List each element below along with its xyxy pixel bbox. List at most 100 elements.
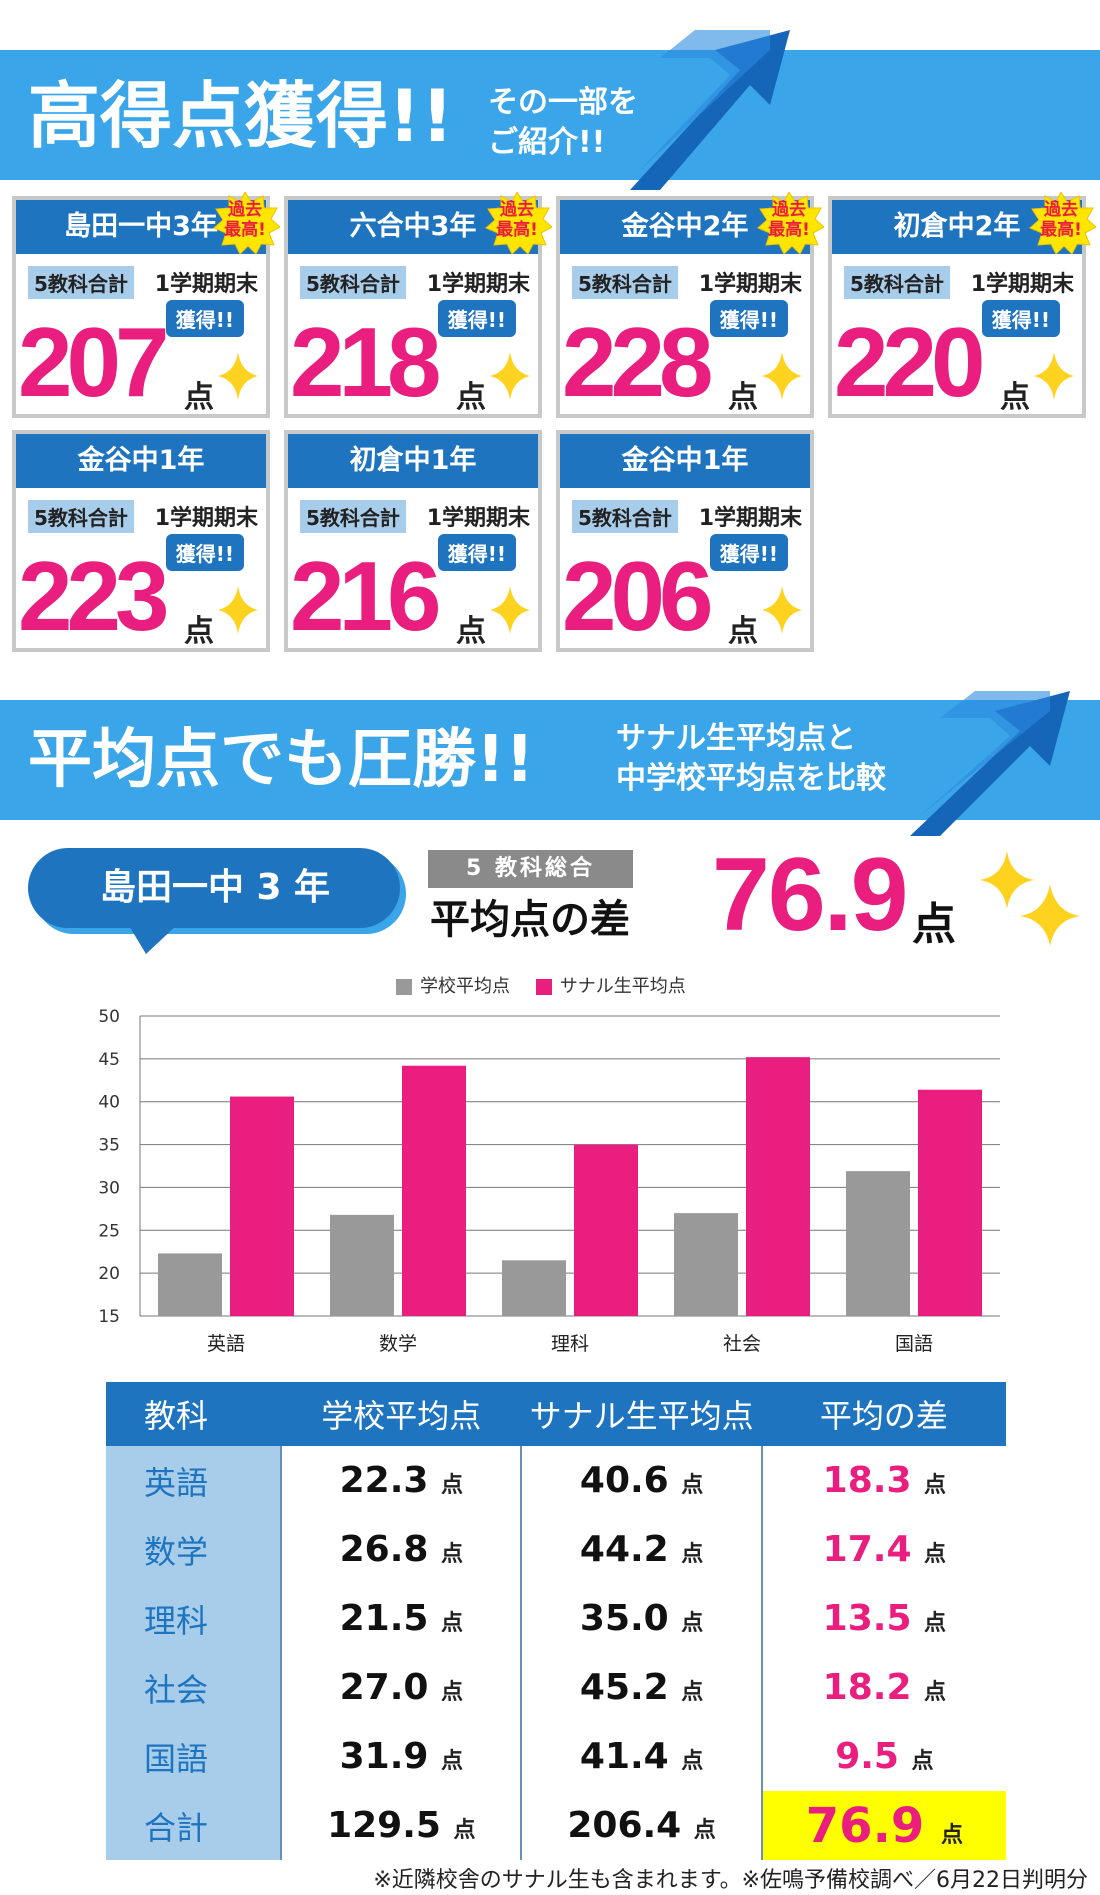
card-tag: 5教科合計 [28, 266, 134, 299]
x-tick-label: 数学 [379, 1333, 417, 1355]
card-school: 金谷中1年 [16, 434, 266, 488]
summary-value: 76.9 [712, 837, 908, 953]
value: 40.6 [579, 1460, 669, 1501]
value: 206.4 [567, 1805, 682, 1846]
arrow-up-right-icon [910, 691, 1070, 836]
summary-label: 平均点の差 [430, 897, 630, 943]
unit: 点 [681, 1611, 704, 1636]
starburst-icon [485, 190, 553, 255]
card-tag: 5教科合計 [300, 500, 406, 533]
badge-line2: 最高! [224, 220, 266, 240]
badge-line2: 最高! [496, 220, 538, 240]
legend-label-school: 学校平均点 [420, 976, 510, 997]
score-card: 金谷中2年 5教科合計 1学期期末 獲得!! 228 点過去 最高! [556, 190, 825, 418]
table-header: 教科 [106, 1382, 282, 1446]
cell-subject: 理科 [106, 1584, 282, 1653]
sparkle-icon [762, 352, 802, 400]
x-tick-label: 国語 [895, 1333, 933, 1355]
score-card: 島田一中3年 5教科合計 1学期期末 獲得!! 207 点過去 最高! [12, 190, 281, 418]
school-speech-bubble [28, 848, 406, 954]
unit: 点 [681, 1749, 704, 1774]
y-tick-label: 25 [98, 1221, 120, 1241]
unit: 点 [911, 1749, 934, 1774]
bar-school [674, 1213, 738, 1316]
cell-subject: 合計 [106, 1791, 282, 1860]
card-term: 1学期期末 [154, 506, 258, 531]
badge-line1: 過去 [772, 200, 806, 220]
y-tick-label: 50 [98, 1007, 120, 1027]
cell-sanaru-avg: 44.2 点 [520, 1515, 762, 1584]
cell-diff: 17.4 点 [760, 1515, 1006, 1584]
cell-school-avg: 27.0 点 [280, 1653, 522, 1722]
cell-diff: 18.3 点 [760, 1446, 1006, 1515]
x-tick-label: 英語 [207, 1333, 245, 1355]
cell-sanaru-avg: 35.0 点 [520, 1584, 762, 1653]
banner1-title: 高得点獲得!! [28, 74, 454, 158]
card-got-label: 獲得!! [437, 534, 516, 571]
bar-sanaru [574, 1144, 638, 1316]
summary-tag: 5 教科総合 [428, 850, 633, 888]
value: 35.0 [579, 1598, 669, 1639]
unit: 点 [681, 1473, 704, 1498]
table-row: 英語 22.3 点 40.6 点 18.3 点 [106, 1446, 1006, 1515]
unit: 点 [681, 1542, 704, 1567]
unit: 点 [940, 1822, 963, 1848]
cell-diff: 18.2 点 [760, 1653, 1006, 1722]
banner1-sub2: ご紹介!! [488, 125, 606, 160]
sparkle-icon [218, 352, 258, 400]
card-score: 218 [290, 307, 441, 417]
cell-school-avg: 21.5 点 [280, 1584, 522, 1653]
cell-sanaru-avg: 206.4 点 [520, 1791, 762, 1860]
sparkle-icon [980, 851, 1080, 946]
summary-point: 点 [912, 899, 956, 950]
score-card: 初倉中2年 5教科合計 1学期期末 獲得!! 220 点過去 最高! [828, 190, 1097, 418]
chart-legend: 学校平均点 サナル生平均点 [396, 972, 686, 998]
cell-school-avg: 22.3 点 [280, 1446, 522, 1515]
value: 129.5 [327, 1805, 441, 1846]
y-tick-label: 20 [98, 1264, 120, 1284]
badge-text: 過去 最高! [482, 200, 552, 240]
cell-school-avg: 31.9 点 [280, 1722, 522, 1791]
table-header: サナル生平均点 [521, 1382, 762, 1446]
legend-swatch-school [396, 979, 412, 995]
card-point-unit: 点 [184, 614, 214, 649]
cell-school-avg: 129.5 点 [280, 1791, 522, 1860]
legend-label-sanaru: サナル生平均点 [559, 976, 686, 997]
cell-subject: 英語 [106, 1446, 282, 1515]
bar-school [330, 1214, 394, 1316]
unit: 点 [440, 1473, 463, 1498]
bar-sanaru [230, 1096, 294, 1316]
card-tag: 5教科合計 [844, 266, 950, 299]
starburst-icon [757, 190, 825, 255]
table-header: 学校平均点 [281, 1382, 522, 1446]
cell-sanaru-avg: 45.2 点 [520, 1653, 762, 1722]
bar-school [158, 1253, 222, 1316]
unit: 点 [440, 1749, 463, 1774]
unit: 点 [453, 1818, 476, 1843]
unit: 点 [924, 1611, 947, 1636]
value: 18.3 [822, 1460, 912, 1501]
cell-sanaru-avg: 41.4 点 [520, 1722, 762, 1791]
badge-line2: 最高! [768, 220, 810, 240]
badge-line1: 過去 [1044, 200, 1078, 220]
value: 22.3 [339, 1460, 429, 1501]
card-tag: 5教科合計 [572, 266, 678, 299]
card-tag: 5教科合計 [572, 500, 678, 533]
card-point-unit: 点 [728, 614, 758, 649]
sparkle-icon [762, 586, 802, 634]
card-school: 初倉中1年 [288, 434, 538, 488]
value: 41.4 [579, 1736, 669, 1777]
badge-line1: 過去 [500, 200, 534, 220]
card-got-label: 獲得!! [165, 300, 244, 337]
card-score: 223 [18, 541, 169, 651]
card-got-label: 獲得!! [709, 300, 788, 337]
card-got-label: 獲得!! [981, 300, 1060, 337]
card-score: 216 [290, 541, 441, 651]
card-point-unit: 点 [1000, 380, 1030, 415]
value: 76.9 [805, 1797, 925, 1854]
bar-sanaru [746, 1057, 810, 1316]
value: 18.2 [822, 1667, 912, 1708]
banner-high-score [0, 50, 1100, 180]
footnote: ※近隣校舎のサナル生も含まれます。※佐鳴予備校調べ／6月22日判明分 [373, 1868, 1088, 1893]
card-term: 1学期期末 [426, 506, 530, 531]
